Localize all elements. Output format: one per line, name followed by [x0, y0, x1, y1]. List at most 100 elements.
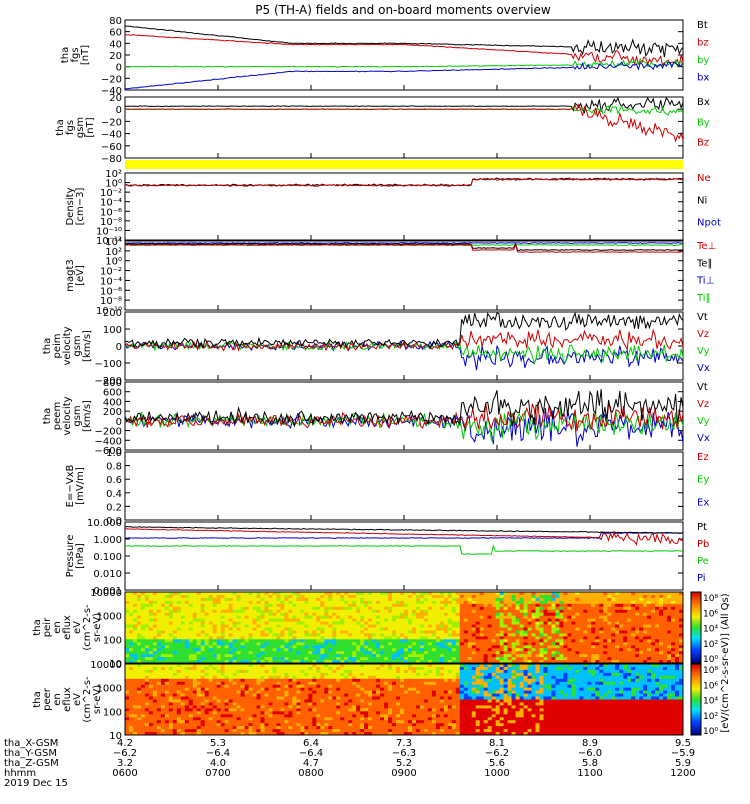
y-tick-label: 80 [109, 16, 122, 27]
colorbar-tick-label: 10⁸ [703, 594, 718, 604]
colorbar-tick-label: 10⁴ [703, 697, 718, 707]
panel-frame [125, 241, 683, 310]
colorbar-label-text: [eV/(cm^2-s-sr-eV)] (All Qs) [720, 593, 731, 732]
legend-by: by [697, 55, 709, 66]
legend-Ez: Ez [697, 452, 709, 463]
colorbar-elec [691, 664, 701, 735]
y-axis-label-line: [km/s] [82, 400, 93, 432]
y-tick-label: 0.8 [106, 462, 122, 473]
legend-Vt: Vt [697, 312, 708, 323]
y-axis-label-line: [eV] [75, 265, 86, 286]
date-label: 2019 Dec 15 [4, 778, 68, 789]
legend-Te⊥: Te⊥ [696, 241, 716, 252]
y-tick-label: 10.000 [87, 518, 122, 529]
legend-Pi: Pi [697, 573, 706, 584]
y-tick-label: 20 [109, 93, 122, 104]
y-tick-label: 100 [103, 635, 122, 646]
legend-Vy: Vy [697, 416, 710, 427]
series-Bz [125, 105, 683, 142]
spectrogram-cells [125, 592, 683, 663]
y-tick-label: −60 [101, 142, 122, 153]
y-tick-label: 20 [109, 51, 122, 62]
panel-frame [125, 173, 683, 240]
legend-Ex: Ex [697, 497, 709, 508]
y-tick-label: 0.6 [106, 475, 122, 486]
y-tick-label: 10000 [90, 660, 122, 671]
colorbar-tick-label: 10² [703, 640, 718, 650]
y-axis-label-line: sr-eV) [92, 685, 103, 714]
legend-Vz: Vz [697, 329, 709, 340]
panel-frame [125, 20, 683, 90]
y-axis-label: E=−VxB[mV/m] [65, 465, 86, 508]
legend-bz: bz [697, 38, 709, 49]
y-axis-label-line: [nT] [85, 117, 96, 137]
legend-Pe: Pe [697, 556, 709, 567]
legend-Bx: Bx [697, 97, 710, 108]
series-Pt [125, 527, 683, 534]
colorbar: 10⁸10⁶10⁴10²10⁰10⁸10⁶10⁴10²10⁰[eV/(cm^2-… [691, 592, 731, 737]
x-tick-label: 0800 [298, 768, 323, 779]
legend-Ey: Ey [697, 475, 709, 486]
legend-Vx: Vx [697, 363, 710, 374]
x-tick-label: 0700 [205, 768, 230, 779]
y-tick-label: 0.100 [93, 552, 122, 563]
y-tick-label: −100 [95, 359, 122, 370]
x-tick-label: 0600 [112, 768, 137, 779]
y-tick-label: 1.0 [106, 448, 122, 459]
y-tick-label: 0 [116, 342, 122, 353]
y-axis-label-line: [cm−3] [75, 188, 86, 226]
y-axis-label: Density[cm−3] [65, 187, 86, 225]
colorbar-tick-label: 10⁴ [703, 625, 718, 635]
y-axis-label: Pressure[nPa] [65, 535, 86, 578]
y-tick-label: −20 [101, 74, 122, 85]
legend-Npot: Npot [697, 218, 721, 229]
x-tick-label: 1000 [484, 768, 509, 779]
legend-Vx: Vx [697, 433, 710, 444]
y-tick-label: 0 [116, 105, 122, 116]
y-tick-label: 100 [103, 707, 122, 718]
y-tick-label: 0.4 [106, 489, 122, 500]
colorbar-tick-label: 10⁶ [703, 609, 718, 619]
y-tick-label: 0.010 [93, 569, 122, 580]
legend-Bt: Bt [697, 20, 708, 31]
y-tick-label: −40 [101, 130, 122, 141]
colorbar-label: [eV/(cm^2-s-sr-eV)] (All Qs) [720, 593, 731, 732]
colorbar-tick-label: 10⁰ [703, 727, 718, 737]
y-tick-label: 200 [103, 308, 122, 319]
legend-Vz: Vz [697, 399, 709, 410]
legend-Ti⊥: Ti⊥ [696, 276, 714, 287]
series-Bt [125, 26, 683, 57]
x-tick-label: 1100 [577, 768, 602, 779]
colorbar-tick-label: 10⁸ [703, 666, 718, 676]
plot-title: P5 (TH-A) fields and on-board moments ov… [255, 3, 551, 17]
y-tick-label: 0.2 [106, 502, 122, 513]
y-axis-label-line: [nT] [80, 45, 91, 65]
legend-By: By [697, 117, 710, 128]
y-axis-label-line: [nPa] [75, 543, 86, 569]
y-tick-label: −20 [101, 117, 122, 128]
y-axis-label-line: [km/s] [82, 330, 93, 362]
panel-density: 10²10⁰10⁻²10⁻⁴10⁻⁶10⁻⁸10⁻¹⁰10⁻¹²Density[… [65, 169, 721, 247]
legend-Bz: Bz [697, 138, 709, 149]
legend-bx: bx [697, 73, 709, 84]
y-tick-label: 0 [116, 63, 122, 74]
legend-Pt: Pt [697, 522, 707, 533]
x-tick-label: 0900 [391, 768, 416, 779]
legend-Ti∥: Ti∥ [696, 293, 711, 304]
colorbar-tick-label: 10⁶ [703, 681, 718, 691]
panel-frame [125, 452, 683, 520]
series-Pe [125, 546, 683, 555]
legend-Te∥: Te∥ [696, 258, 713, 269]
colorbar-tick-label: 10² [703, 712, 718, 722]
